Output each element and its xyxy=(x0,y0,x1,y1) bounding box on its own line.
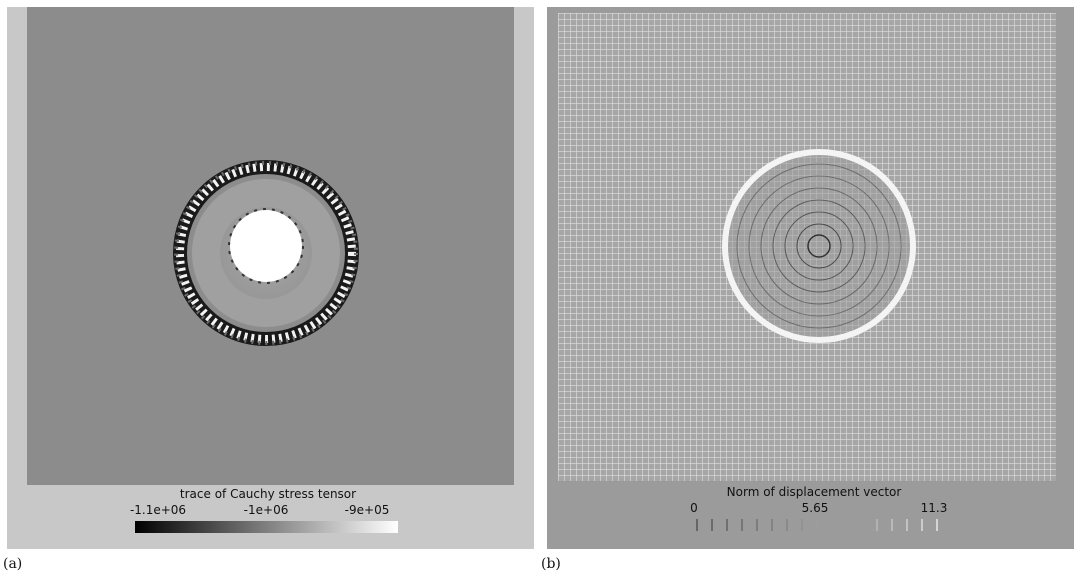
contour-ring-3 xyxy=(760,187,878,305)
caption-b: (b) xyxy=(541,556,561,572)
displacement-disc-shade xyxy=(725,152,913,340)
colorbar-marks xyxy=(696,519,938,531)
panel-a: trace of Cauchy stress tensor -1.1e+06 -… xyxy=(7,7,534,549)
annulus-light xyxy=(192,179,340,327)
contour-ring-1 xyxy=(736,163,902,329)
contour-ring-7 xyxy=(807,234,831,258)
colorbar-tick-min: -1.1e+06 xyxy=(129,503,187,517)
caption-a: (a) xyxy=(3,556,23,572)
panel-b: Norm of displacement vector 0 5.65 11.3 xyxy=(547,7,1074,549)
contour-ring-6 xyxy=(796,223,842,269)
contour-ring-5 xyxy=(784,211,854,281)
colorbar-tick-max: -9e+05 xyxy=(344,503,390,517)
stress-field-plot xyxy=(27,7,514,533)
colorbar-tick-min: 0 xyxy=(690,501,698,515)
inner-core xyxy=(230,210,302,282)
contour-ring-2 xyxy=(748,175,890,317)
colorbar-gradient xyxy=(135,521,398,533)
outer-ring-speckle xyxy=(176,163,356,343)
displacement-mesh-plot xyxy=(558,13,1056,531)
colorbar-title: Norm of displacement vector xyxy=(726,485,902,499)
colorbar-tick-mid: -1e+06 xyxy=(243,503,289,517)
inner-core-edge xyxy=(228,208,304,284)
colorbar-tick-mid: 5.65 xyxy=(801,501,829,515)
displacement-rim xyxy=(722,149,916,343)
contour-ring-4 xyxy=(772,199,866,293)
colorbar-title: trace of Cauchy stress tensor xyxy=(179,487,357,501)
colorbar-tick-max: 11.3 xyxy=(920,501,948,515)
outer-ring-speckle-2 xyxy=(174,161,358,345)
